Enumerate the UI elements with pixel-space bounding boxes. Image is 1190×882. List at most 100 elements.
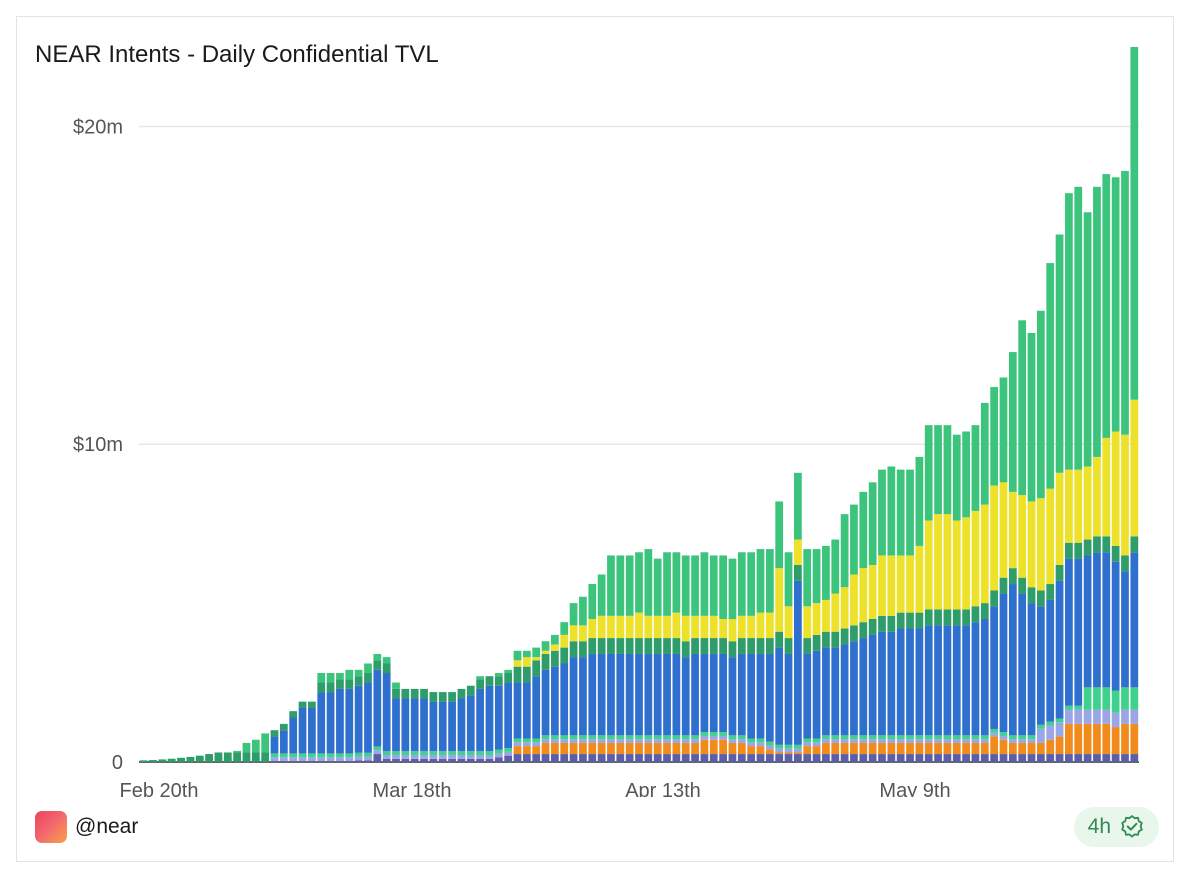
bar-segment	[990, 736, 999, 755]
bar-segment	[812, 742, 821, 747]
bar-segment	[756, 612, 765, 639]
bar-segment	[765, 612, 774, 639]
bar-segment	[831, 735, 840, 740]
bar-segment	[364, 682, 372, 753]
bar-segment	[607, 735, 615, 740]
bar-segment	[962, 625, 970, 736]
bar-segment	[952, 434, 961, 521]
bar-segment	[139, 760, 148, 762]
bar-segment	[588, 754, 597, 762]
bar-segment	[270, 761, 279, 762]
bar-segment	[607, 739, 615, 743]
bar-segment	[522, 666, 531, 683]
bar-segment	[532, 746, 541, 755]
bar-segment	[924, 754, 933, 762]
bar-segment	[747, 653, 756, 739]
bar-segment	[747, 615, 756, 639]
bar-segment	[635, 742, 643, 755]
bar-segment	[663, 754, 671, 762]
bar-segment	[410, 755, 419, 759]
bar-segment	[1130, 709, 1139, 724]
bar-segment	[588, 584, 597, 619]
bar-segment	[906, 742, 914, 755]
bar-segment	[737, 638, 746, 654]
bar-segment	[934, 425, 942, 515]
bar-segment	[336, 761, 344, 762]
bar-segment	[1046, 739, 1055, 755]
bar-segment	[878, 469, 886, 556]
bar-segment	[429, 701, 438, 752]
bar-segment	[494, 753, 503, 758]
bar-segment	[868, 742, 877, 755]
bar-segment	[289, 761, 298, 762]
bar-segment	[943, 739, 952, 743]
bar-segment	[980, 603, 989, 619]
bar-segment	[551, 735, 559, 740]
near-avatar-icon[interactable]	[35, 811, 67, 843]
bar-segment	[822, 739, 830, 743]
bar-segment	[1036, 728, 1045, 743]
bar-segment	[579, 596, 587, 626]
bar-segment	[616, 555, 625, 616]
bar-segment	[1065, 469, 1073, 543]
bar-segment	[289, 757, 298, 762]
bar-segment	[1093, 709, 1101, 724]
bar-segment	[1130, 47, 1139, 400]
bar-segment	[980, 504, 989, 604]
bar-segment	[1083, 754, 1092, 762]
bar-segment	[840, 742, 849, 755]
y-tick-label: $10m	[73, 434, 123, 456]
bar-segment	[541, 653, 550, 670]
bar-segment	[691, 754, 699, 762]
bar-segment	[812, 603, 821, 635]
bar-segment	[635, 754, 643, 762]
bar-segment	[765, 741, 774, 746]
bar-segment	[784, 748, 793, 753]
bar-segment	[579, 641, 587, 658]
bar-segment	[448, 701, 456, 752]
bar-segment	[392, 751, 400, 756]
bar-segment	[326, 673, 335, 683]
bar-segment	[681, 742, 690, 755]
bar-segment	[728, 641, 737, 658]
bar-segment	[663, 739, 671, 743]
bar-segment	[336, 753, 344, 758]
x-tick-label: Feb 20th	[120, 780, 199, 797]
bar-segment	[205, 754, 213, 762]
bar-segment	[663, 638, 671, 654]
bar-segment	[831, 739, 840, 743]
bar-segment	[878, 739, 886, 743]
bar-segment	[242, 752, 251, 762]
bar-segment	[906, 754, 914, 762]
bar-segment	[794, 539, 802, 565]
bar-segment	[616, 742, 625, 755]
bar-segment	[1008, 568, 1017, 585]
bar-segment	[569, 641, 578, 658]
bar-segment	[1093, 536, 1101, 553]
bar-segment	[513, 682, 522, 739]
bar-segment	[326, 761, 335, 762]
bar-segment	[663, 615, 671, 639]
bar-segment	[1065, 723, 1073, 755]
bar-segment	[1083, 466, 1092, 540]
bar-segment	[560, 663, 569, 736]
bar-segment	[999, 732, 1008, 736]
bar-segment	[644, 754, 653, 762]
bar-segment	[607, 555, 615, 616]
refresh-badge[interactable]: 4h	[1073, 807, 1159, 847]
bar-segment	[775, 501, 784, 569]
bar-segment	[1018, 739, 1027, 743]
bar-segment	[298, 707, 307, 754]
bar-segment	[775, 631, 784, 648]
bar-segment	[616, 615, 625, 639]
bar-segment	[850, 641, 858, 736]
author-handle[interactable]: @near	[75, 815, 139, 838]
bar-segment	[775, 754, 784, 762]
x-tick-label: Mar 18th	[373, 780, 452, 797]
bar-segment	[1121, 571, 1129, 688]
bar-segment	[934, 625, 942, 736]
bar-segment	[765, 549, 774, 613]
bar-segment	[1102, 687, 1111, 710]
bar-segment	[644, 549, 653, 616]
bar-segment	[485, 685, 494, 752]
